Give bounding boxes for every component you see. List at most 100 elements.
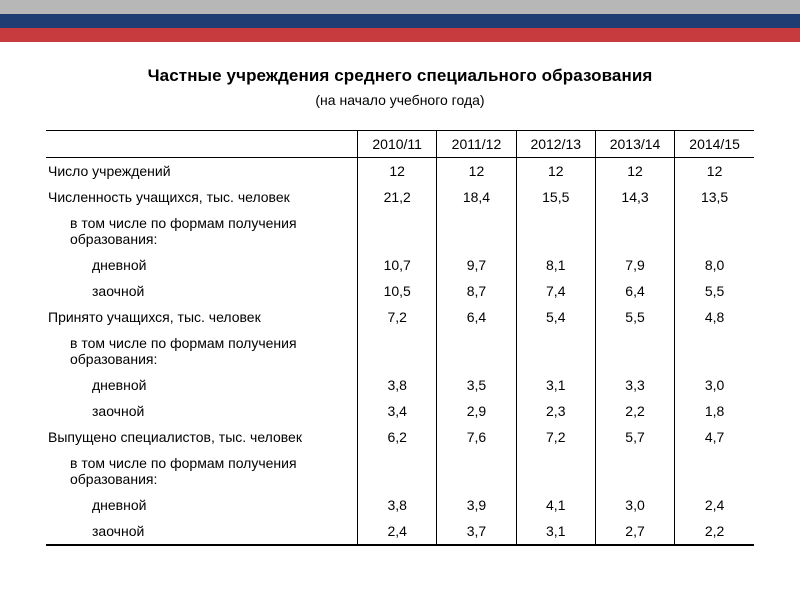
row-value: 15,5	[516, 184, 595, 210]
row-value: 3,7	[437, 518, 516, 545]
row-label: Число учреждений	[46, 158, 358, 185]
row-value: 12	[358, 158, 437, 185]
row-value: 3,0	[675, 372, 754, 398]
table-header-year: 2012/13	[516, 131, 595, 158]
row-value	[595, 450, 674, 492]
table-row: Число учреждений1212121212	[46, 158, 754, 185]
row-value: 3,8	[358, 492, 437, 518]
row-value	[516, 450, 595, 492]
stripe-navy	[0, 14, 800, 28]
table-header-label	[46, 131, 358, 158]
row-value	[675, 450, 754, 492]
row-label: дневной	[46, 492, 358, 518]
row-value	[595, 330, 674, 372]
table-header-year: 2013/14	[595, 131, 674, 158]
row-value: 2,2	[675, 518, 754, 545]
row-value	[358, 210, 437, 252]
row-value: 2,4	[675, 492, 754, 518]
page-subtitle: (на начало учебного года)	[46, 92, 754, 108]
row-value: 7,6	[437, 424, 516, 450]
table-header-year: 2011/12	[437, 131, 516, 158]
row-value: 5,5	[675, 278, 754, 304]
row-value: 2,7	[595, 518, 674, 545]
row-label: в том числе по формам получения образова…	[46, 450, 358, 492]
row-label: заочной	[46, 398, 358, 424]
row-value	[437, 450, 516, 492]
table-row: дневной3,83,94,13,02,4	[46, 492, 754, 518]
row-value: 12	[675, 158, 754, 185]
table-row: дневной3,83,53,13,33,0	[46, 372, 754, 398]
row-value: 3,0	[595, 492, 674, 518]
row-value: 9,7	[437, 252, 516, 278]
row-value: 3,3	[595, 372, 674, 398]
row-value: 2,2	[595, 398, 674, 424]
row-value: 4,8	[675, 304, 754, 330]
row-label: дневной	[46, 252, 358, 278]
page-title: Частные учреждения среднего специального…	[46, 66, 754, 86]
row-value: 7,9	[595, 252, 674, 278]
row-value: 18,4	[437, 184, 516, 210]
row-label: Выпущено специалистов, тыс. человек	[46, 424, 358, 450]
row-value	[437, 210, 516, 252]
row-value: 2,4	[358, 518, 437, 545]
table-header-year: 2014/15	[675, 131, 754, 158]
row-value: 2,3	[516, 398, 595, 424]
row-value: 6,4	[437, 304, 516, 330]
row-value: 3,4	[358, 398, 437, 424]
row-value	[595, 210, 674, 252]
data-table: 2010/112011/122012/132013/142014/15 Числ…	[46, 130, 754, 546]
row-value	[675, 210, 754, 252]
table-row: Выпущено специалистов, тыс. человек6,27,…	[46, 424, 754, 450]
row-value: 6,2	[358, 424, 437, 450]
table-body: Число учреждений1212121212Численность уч…	[46, 158, 754, 546]
row-value: 10,5	[358, 278, 437, 304]
row-label: Численность учащихся, тыс. человек	[46, 184, 358, 210]
row-label: дневной	[46, 372, 358, 398]
row-value: 12	[516, 158, 595, 185]
row-label: в том числе по формам получения образова…	[46, 210, 358, 252]
row-value: 4,1	[516, 492, 595, 518]
row-value: 14,3	[595, 184, 674, 210]
row-value	[675, 330, 754, 372]
table-row: в том числе по формам получения образова…	[46, 330, 754, 372]
row-label: Принято учащихся, тыс. человек	[46, 304, 358, 330]
row-value: 1,8	[675, 398, 754, 424]
row-value: 13,5	[675, 184, 754, 210]
row-value: 3,1	[516, 372, 595, 398]
table-row: в том числе по формам получения образова…	[46, 450, 754, 492]
row-value: 12	[595, 158, 674, 185]
row-value	[358, 330, 437, 372]
row-value: 21,2	[358, 184, 437, 210]
table-row: заочной10,58,77,46,45,5	[46, 278, 754, 304]
table-header-row: 2010/112011/122012/132013/142014/15	[46, 131, 754, 158]
stripe-grey	[0, 0, 800, 14]
row-value: 8,7	[437, 278, 516, 304]
row-label: заочной	[46, 518, 358, 545]
stripe-red	[0, 28, 800, 42]
row-value: 8,0	[675, 252, 754, 278]
row-value: 2,9	[437, 398, 516, 424]
row-value: 5,7	[595, 424, 674, 450]
table-row: в том числе по формам получения образова…	[46, 210, 754, 252]
row-value: 5,4	[516, 304, 595, 330]
table-row: дневной10,79,78,17,98,0	[46, 252, 754, 278]
row-value: 10,7	[358, 252, 437, 278]
header-stripes	[0, 0, 800, 42]
row-value: 5,5	[595, 304, 674, 330]
row-label: заочной	[46, 278, 358, 304]
table-header-year: 2010/11	[358, 131, 437, 158]
row-value	[358, 450, 437, 492]
table-row: Численность учащихся, тыс. человек21,218…	[46, 184, 754, 210]
content-area: Частные учреждения среднего специального…	[0, 42, 800, 546]
row-value: 3,9	[437, 492, 516, 518]
row-value: 4,7	[675, 424, 754, 450]
table-row: Принято учащихся, тыс. человек7,26,45,45…	[46, 304, 754, 330]
row-value	[437, 330, 516, 372]
row-value: 3,8	[358, 372, 437, 398]
row-value	[516, 210, 595, 252]
row-value	[516, 330, 595, 372]
row-value: 3,1	[516, 518, 595, 545]
table-row: заочной3,42,92,32,21,8	[46, 398, 754, 424]
row-value: 3,5	[437, 372, 516, 398]
row-label: в том числе по формам получения образова…	[46, 330, 358, 372]
